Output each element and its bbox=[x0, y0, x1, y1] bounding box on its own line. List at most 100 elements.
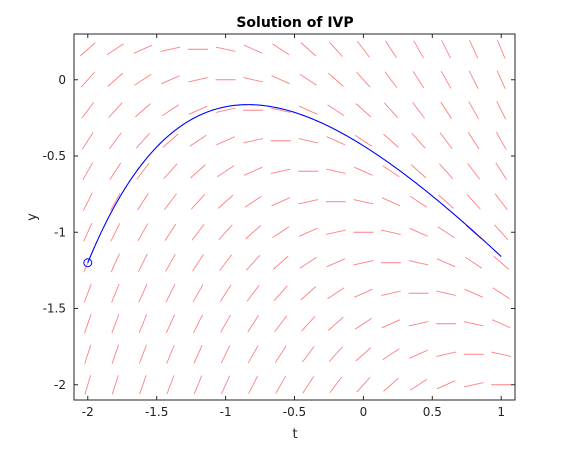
direction-segment bbox=[111, 283, 120, 303]
direction-segment bbox=[495, 131, 507, 150]
direction-segment bbox=[329, 376, 343, 394]
direction-segment bbox=[135, 133, 150, 149]
direction-segment bbox=[382, 165, 400, 178]
direction-segment bbox=[218, 224, 233, 240]
x-tick-label: -0.5 bbox=[283, 405, 306, 419]
direction-segment bbox=[439, 132, 453, 150]
direction-segment bbox=[412, 101, 425, 119]
direction-segment bbox=[353, 260, 374, 266]
direction-segment bbox=[84, 375, 92, 395]
direction-segment bbox=[327, 287, 345, 300]
direction-segment bbox=[165, 314, 175, 334]
direction-segment bbox=[408, 321, 429, 327]
direction-segment bbox=[326, 258, 346, 268]
direction-segment bbox=[163, 163, 178, 179]
direction-segment bbox=[111, 314, 120, 334]
direction-segment bbox=[274, 315, 288, 333]
direction-segment bbox=[384, 71, 398, 89]
direction-segment bbox=[381, 319, 401, 329]
direction-segment bbox=[160, 46, 181, 52]
direction-segment bbox=[271, 75, 291, 85]
direction-segment bbox=[382, 348, 400, 361]
direction-segment bbox=[465, 225, 482, 240]
direction-segment bbox=[166, 344, 175, 364]
direction-segment bbox=[137, 223, 149, 242]
direction-segment bbox=[139, 375, 147, 395]
direction-segment bbox=[441, 40, 451, 59]
y-axis-label: y bbox=[25, 213, 40, 221]
direction-segment bbox=[493, 255, 510, 270]
direction-segment bbox=[496, 101, 507, 120]
direction-segment bbox=[193, 375, 203, 395]
direction-segment bbox=[135, 103, 151, 118]
direction-segment bbox=[138, 314, 148, 334]
direction-segment bbox=[438, 194, 454, 209]
direction-segment bbox=[80, 72, 95, 88]
direction-segment bbox=[327, 104, 345, 117]
direction-segment bbox=[436, 290, 456, 296]
direction-segment bbox=[193, 344, 203, 364]
direction-segment bbox=[165, 253, 176, 272]
direction-segment bbox=[298, 227, 318, 237]
y-tick-label: -2 bbox=[54, 378, 66, 392]
direction-segment bbox=[354, 134, 372, 147]
direction-segment bbox=[275, 375, 287, 394]
direction-segment bbox=[81, 101, 95, 119]
direction-segment bbox=[138, 283, 148, 303]
direction-segment bbox=[272, 226, 290, 239]
direction-segment bbox=[220, 345, 231, 364]
direction-segment bbox=[138, 253, 148, 272]
direction-segment bbox=[408, 260, 429, 266]
direction-segment bbox=[355, 347, 372, 362]
direction-segment bbox=[491, 351, 512, 357]
direction-segment bbox=[272, 43, 290, 56]
direction-segment bbox=[413, 40, 424, 59]
direction-segment bbox=[409, 378, 428, 391]
direction-segment bbox=[468, 70, 479, 89]
x-tick-label: 1 bbox=[497, 405, 505, 419]
direction-segment bbox=[299, 73, 317, 86]
direction-segment bbox=[165, 284, 176, 303]
direction-segment bbox=[161, 75, 180, 85]
direction-segment bbox=[328, 346, 343, 362]
direction-segment bbox=[298, 138, 319, 144]
direction-segment bbox=[110, 223, 121, 242]
direction-segment bbox=[436, 380, 456, 390]
direction-segment bbox=[298, 199, 319, 205]
direction-segment bbox=[244, 195, 262, 208]
chart-title: Solution of IVP bbox=[236, 15, 353, 31]
direction-segment bbox=[494, 224, 509, 240]
direction-segment bbox=[467, 162, 481, 180]
direction-segment bbox=[355, 103, 372, 118]
direction-segment bbox=[217, 165, 235, 178]
direction-segment bbox=[83, 222, 93, 242]
direction-segment bbox=[273, 285, 288, 301]
direction-segment bbox=[247, 315, 259, 333]
direction-segment bbox=[381, 229, 401, 235]
direction-segment bbox=[328, 72, 344, 87]
direction-segment bbox=[84, 344, 92, 364]
direction-segment bbox=[215, 107, 236, 113]
x-tick-label: -1.5 bbox=[145, 405, 168, 419]
direction-segment bbox=[497, 39, 506, 59]
direction-segment bbox=[496, 70, 506, 90]
initial-point-marker bbox=[83, 258, 93, 268]
direction-segment bbox=[243, 166, 263, 176]
direction-segment bbox=[325, 229, 346, 235]
direction-segment bbox=[271, 197, 291, 207]
direction-segment bbox=[357, 40, 370, 58]
direction-segment bbox=[468, 101, 479, 120]
direction-segment bbox=[216, 136, 235, 146]
direction-segment bbox=[136, 162, 150, 180]
direction-segment bbox=[328, 316, 344, 331]
x-tick-label: 0.5 bbox=[423, 405, 442, 419]
direction-segment bbox=[221, 375, 231, 395]
direction-segment bbox=[137, 193, 149, 211]
x-axis-label: t bbox=[292, 427, 297, 442]
direction-segment bbox=[383, 133, 399, 148]
direction-segment bbox=[354, 288, 373, 298]
direction-segment bbox=[164, 223, 177, 241]
direction-segment bbox=[215, 46, 236, 52]
